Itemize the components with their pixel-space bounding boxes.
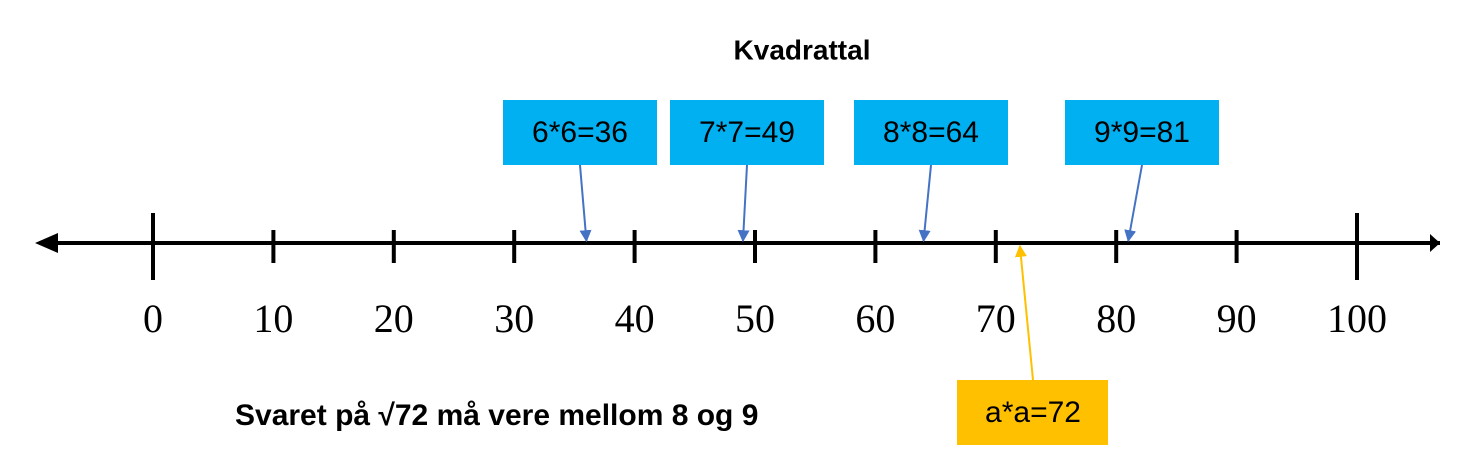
- tick-label: 20: [374, 296, 414, 341]
- tick-label: 80: [1096, 296, 1136, 341]
- conclusion: Svaret på √72 må vere mellom 8 og 9: [235, 399, 758, 432]
- square-arrow: [579, 164, 592, 243]
- square-arrow: [737, 164, 750, 243]
- square-label: 9*9=81: [1094, 116, 1190, 149]
- tick-label: 40: [615, 296, 655, 341]
- tick-label: 10: [253, 296, 293, 341]
- tick-label: 60: [855, 296, 895, 341]
- tick-label: 100: [1327, 296, 1387, 341]
- tick-label: 30: [494, 296, 534, 341]
- square-box: [503, 100, 657, 165]
- square-box: [1065, 100, 1219, 165]
- title: Kvadrattal: [734, 34, 871, 65]
- square-label: 6*6=36: [532, 116, 628, 149]
- tick-label: 70: [976, 296, 1016, 341]
- target-label: a*a=72: [985, 396, 1081, 429]
- tick-label: 50: [735, 296, 775, 341]
- tick-label: 90: [1217, 296, 1257, 341]
- square-arrow: [1124, 164, 1143, 243]
- square-label: 8*8=64: [883, 116, 979, 149]
- target-box: [957, 380, 1108, 445]
- left-arrowhead: [35, 233, 58, 253]
- tick-label: 0: [143, 296, 163, 341]
- square-box: [854, 100, 1008, 165]
- square-label: 7*7=49: [699, 116, 795, 149]
- square-arrow: [918, 164, 932, 243]
- square-box: [670, 100, 824, 165]
- right-arrowhead: [1430, 234, 1440, 252]
- target-arrow: [1014, 244, 1034, 381]
